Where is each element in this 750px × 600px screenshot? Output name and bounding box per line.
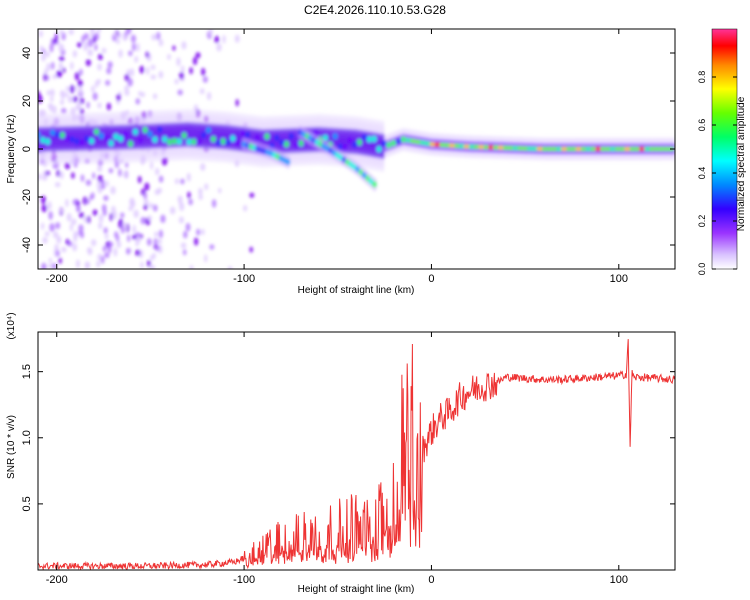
x-tick-label: -200: [46, 273, 68, 285]
colorbar-gradient: [711, 28, 738, 270]
x-tick-label: 0: [428, 574, 434, 586]
snr-frame: [37, 331, 676, 571]
colorbar-tick-label: 0.0: [697, 263, 707, 276]
y-tick-label: 40: [21, 47, 33, 59]
snr-panel: -200 -100 0 100 0.5 1.0 1.5 Height of straigh…: [6, 312, 676, 595]
x-tick-label: 0: [428, 273, 434, 285]
x-tick-label: -100: [233, 273, 255, 285]
spectrogram-xlabel: Height of straight line (km): [298, 285, 415, 296]
snr-plot-area: [38, 339, 675, 570]
snr-multiplier: (x10⁴): [6, 312, 17, 339]
y-tick-label: 1.0: [21, 430, 33, 445]
colorbar-tick-label: 0.4: [697, 167, 707, 180]
colorbar: 0.0 0.2 0.4 0.6 0.8 Normalized spectral ampl…: [697, 28, 747, 276]
y-tick-label: -20: [21, 189, 33, 205]
colorbar-tick-label: 0.2: [697, 215, 707, 228]
snr-line: [38, 339, 675, 570]
y-tick-label: 0.5: [21, 496, 33, 511]
snr-y-axis: 0.5 1.0 1.5: [21, 364, 675, 512]
y-tick-label: 20: [21, 95, 33, 107]
colorbar-label: Normalized spectral amplitude: [736, 96, 747, 231]
figure-title: C2E4.2026.110.10.53.G28: [304, 3, 446, 17]
colorbar-tick-label: 0.8: [697, 71, 707, 84]
x-tick-label: 100: [610, 273, 628, 285]
x-tick-label: -100: [233, 574, 255, 586]
snr-xlabel: Height of straight line (km): [298, 584, 415, 595]
colorbar-tick-label: 0.6: [697, 119, 707, 132]
snr-ylabel: SNR (10 * v/v): [6, 415, 17, 479]
snr-x-axis: -200 -100 0 100: [46, 332, 628, 586]
spectrogram-heatmap: [38, 29, 675, 269]
spectrogram-ylabel: Frequency (Hz): [6, 115, 17, 184]
spectrogram-x-axis: -200 -100 0 100: [46, 29, 628, 285]
y-tick-label: 1.5: [21, 364, 33, 379]
spectrogram-trace: [38, 108, 675, 192]
y-tick-label: 0: [21, 146, 33, 152]
x-tick-label: -200: [46, 574, 68, 586]
y-tick-label: -40: [21, 237, 33, 253]
x-tick-label: 100: [610, 574, 628, 586]
spectrogram-y-axis: -40 -20 0 20 40: [21, 47, 675, 253]
colorbar-ticks: 0.0 0.2 0.4 0.6 0.8: [697, 71, 737, 276]
